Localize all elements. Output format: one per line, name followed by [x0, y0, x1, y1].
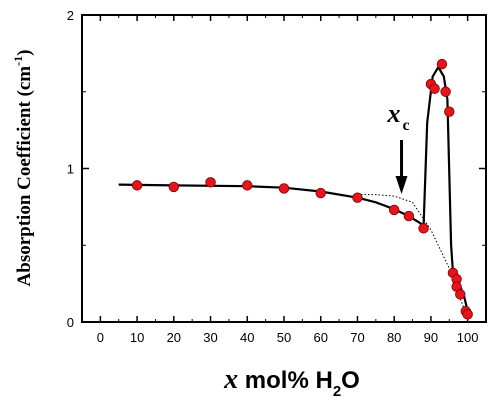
x-tick-label: 60: [313, 330, 327, 345]
annotation-arrow-head: [395, 176, 408, 194]
data-point: [455, 289, 466, 300]
x-tick-label: 40: [240, 330, 254, 345]
y-axis-title: Absorption Coefficient (cm-1): [11, 50, 35, 287]
data-point: [315, 187, 326, 199]
data-point: [444, 106, 455, 117]
x-tick-label: 50: [277, 330, 291, 345]
data-point: [440, 86, 451, 97]
x-tick-label: 10: [130, 330, 144, 345]
x-tick-label: 100: [457, 330, 479, 345]
x-axis-title: x mol% H2O: [223, 364, 360, 400]
data-point: [429, 83, 440, 94]
data-point: [131, 180, 143, 191]
data-point: [436, 58, 448, 70]
x-axis: 0 10 20 30 40 50 60 70 80 90 100: [97, 15, 479, 345]
x-tick-label: 20: [167, 330, 181, 345]
data-point: [403, 210, 415, 222]
data-point: [205, 177, 216, 188]
data-point: [278, 183, 290, 194]
y-tick-label: 2: [67, 8, 74, 23]
y-axis: 0 1 2: [67, 8, 486, 330]
y-tick-label: 1: [67, 162, 74, 177]
data-point: [388, 204, 400, 216]
y-tick-label: 0: [67, 315, 74, 330]
data-points: [131, 58, 473, 320]
curves: [118, 66, 471, 320]
fit-curve: [118, 66, 471, 320]
x-tick-label: 30: [203, 330, 217, 345]
data-point: [352, 192, 363, 203]
data-point: [462, 309, 473, 320]
x-tick-label: 80: [387, 330, 401, 345]
data-point: [242, 180, 253, 191]
data-point: [418, 223, 429, 234]
x-tick-label: 90: [424, 330, 438, 345]
x-tick-label: 70: [350, 330, 364, 345]
data-point: [168, 181, 180, 193]
x-tick-label: 0: [97, 330, 104, 345]
